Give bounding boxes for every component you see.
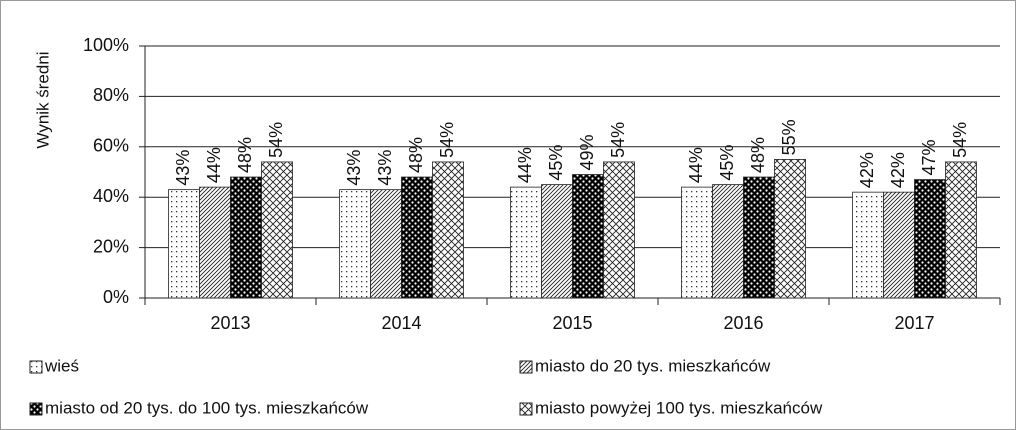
bar <box>230 176 262 299</box>
value-label: 48% <box>235 137 255 173</box>
value-label: 45% <box>546 145 566 181</box>
bar <box>401 176 433 299</box>
bar <box>541 184 573 299</box>
x-tick-label: 2017 <box>894 313 934 333</box>
y-tick-label: 80% <box>93 85 129 105</box>
bar <box>774 158 806 299</box>
bar <box>572 174 604 299</box>
bar <box>852 191 884 299</box>
value-label: 47% <box>919 140 939 176</box>
x-tick-label: 2015 <box>552 313 592 333</box>
x-tick-label: 2014 <box>381 313 421 333</box>
y-tick-label: 100% <box>83 35 129 55</box>
value-label: 54% <box>950 122 970 158</box>
bar <box>945 161 977 299</box>
bar <box>432 161 464 299</box>
legend-swatch <box>519 360 533 374</box>
x-tick-label: 2013 <box>210 313 250 333</box>
x-tick-label: 2016 <box>723 313 763 333</box>
value-label: 54% <box>608 122 628 158</box>
bar <box>603 161 635 299</box>
value-label: 49% <box>577 134 597 170</box>
bar <box>712 184 744 299</box>
legend-swatch <box>519 402 533 416</box>
value-label: 54% <box>437 122 457 158</box>
value-label: 48% <box>406 137 426 173</box>
value-label: 42% <box>888 152 908 188</box>
legend-label: wieś <box>44 356 79 375</box>
bar <box>743 176 775 299</box>
bar <box>339 189 371 299</box>
value-label: 42% <box>857 152 877 188</box>
bar <box>914 179 946 299</box>
value-label: 44% <box>515 147 535 183</box>
legend-label: miasto od 20 tys. do 100 tys. mieszkańcó… <box>45 398 369 417</box>
value-label: 45% <box>717 145 737 181</box>
y-axis-label: Wynik średni <box>33 51 52 148</box>
value-label: 55% <box>779 119 799 155</box>
legend-swatch <box>29 360 43 374</box>
bar <box>510 186 542 299</box>
value-label: 44% <box>204 147 224 183</box>
legend-label: miasto do 20 tys. mieszkańców <box>535 356 771 375</box>
bar <box>261 161 293 299</box>
legend-label: miasto powyżej 100 tys. mieszkańców <box>535 398 823 417</box>
value-label: 54% <box>266 122 286 158</box>
bar <box>370 189 402 299</box>
bar <box>168 189 200 299</box>
bar <box>681 186 713 299</box>
value-label: 48% <box>748 137 768 173</box>
y-tick-label: 40% <box>93 186 129 206</box>
bar <box>883 191 915 299</box>
y-tick-label: 20% <box>93 236 129 256</box>
value-label: 44% <box>686 147 706 183</box>
legend-swatch <box>29 402 43 416</box>
y-tick-label: 60% <box>93 136 129 156</box>
bar <box>199 186 231 299</box>
value-label: 43% <box>375 150 395 186</box>
value-label: 43% <box>173 150 193 186</box>
value-label: 43% <box>344 150 364 186</box>
y-tick-label: 0% <box>103 287 129 307</box>
